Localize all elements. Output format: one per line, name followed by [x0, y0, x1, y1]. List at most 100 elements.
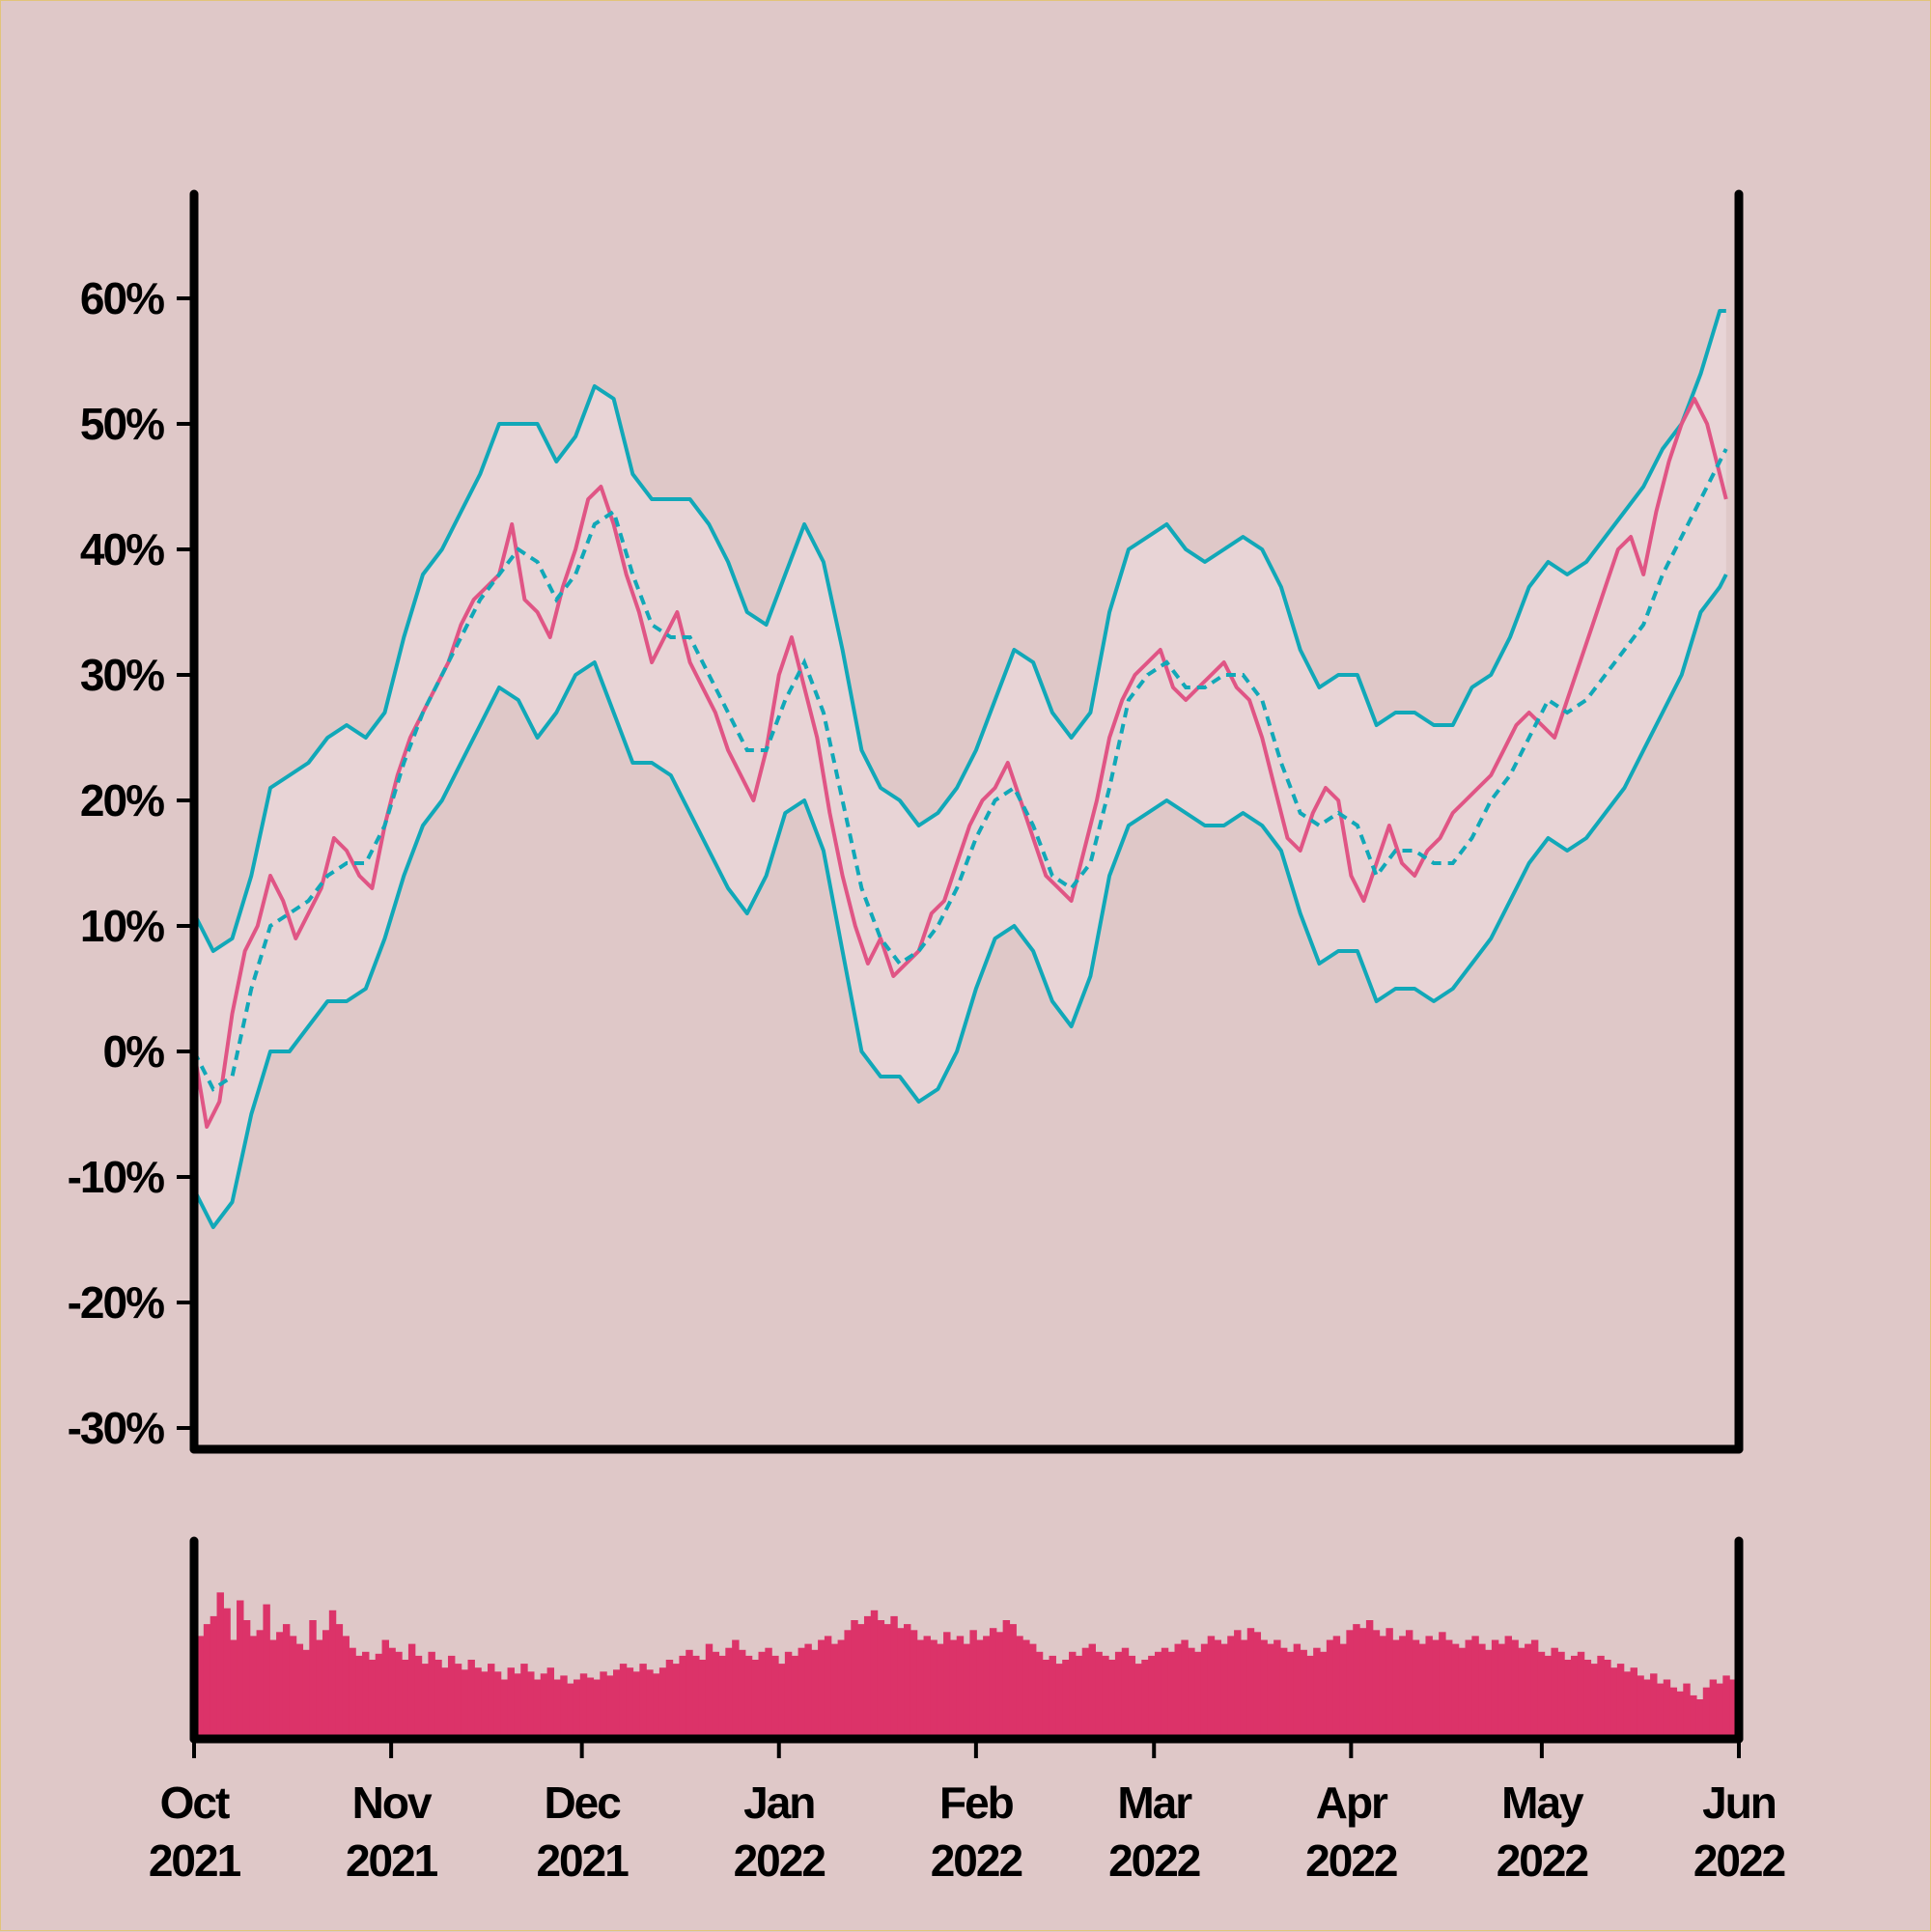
volume-bar	[454, 1664, 462, 1739]
volume-bar	[653, 1673, 660, 1739]
volume-bar	[269, 1639, 277, 1739]
volume-bar	[1346, 1630, 1354, 1740]
volume-bar	[937, 1643, 944, 1739]
volume-bar	[923, 1636, 931, 1739]
volume-bar	[1518, 1647, 1525, 1739]
volume-bar	[1695, 1699, 1704, 1739]
volume-bar	[1623, 1671, 1632, 1739]
volume-bar	[355, 1655, 363, 1739]
volume-bar	[402, 1660, 409, 1739]
volume-bar	[1200, 1643, 1209, 1739]
volume-bar	[302, 1649, 310, 1740]
volume-bar	[1650, 1673, 1658, 1739]
x-tick-year: 2022	[1305, 1835, 1397, 1886]
x-tick-month: Apr	[1316, 1778, 1388, 1828]
volume-bar	[995, 1632, 1004, 1739]
volume-bar	[1418, 1643, 1427, 1739]
volume-bar	[1286, 1651, 1295, 1739]
volume-bar	[1709, 1679, 1718, 1739]
volume-bar	[1339, 1643, 1347, 1739]
volume-bar	[1042, 1660, 1050, 1739]
x-tick-month: Jan	[743, 1778, 814, 1828]
volume-bar	[1009, 1624, 1017, 1739]
volume-bar	[342, 1636, 350, 1739]
volume-bar	[461, 1669, 469, 1740]
y-tick-label: 30%	[80, 650, 164, 700]
volume-bar	[249, 1636, 258, 1739]
volume-bar	[1365, 1620, 1374, 1739]
volume-bar	[507, 1667, 515, 1739]
volume-bar	[1690, 1694, 1697, 1739]
volume-bar	[421, 1664, 430, 1739]
volume-bar	[1551, 1647, 1558, 1739]
volume-bar	[1028, 1643, 1037, 1739]
volume-bar	[1267, 1643, 1274, 1739]
volume-bar	[949, 1639, 958, 1739]
volume-bar	[540, 1673, 548, 1739]
volume-bar	[1332, 1636, 1341, 1739]
volume-bar	[593, 1679, 601, 1739]
volume-bar	[1669, 1687, 1678, 1739]
volume-bar	[1544, 1655, 1553, 1739]
volume-bar	[210, 1615, 218, 1739]
volume-bar	[969, 1630, 977, 1740]
x-tick-month: Dec	[544, 1778, 621, 1828]
x-tick-year: 2022	[734, 1835, 826, 1886]
volume-bar	[672, 1664, 681, 1739]
volume-bar	[824, 1636, 832, 1739]
volume-bar	[857, 1624, 865, 1739]
volume-bar	[1399, 1636, 1407, 1739]
volume-bar	[1630, 1667, 1637, 1739]
volume-bar	[1465, 1639, 1472, 1739]
volume-bar	[203, 1624, 211, 1739]
volume-bar	[930, 1639, 938, 1739]
volume-bar	[223, 1608, 231, 1739]
volume-bar	[1313, 1647, 1321, 1739]
volume-bar	[639, 1664, 647, 1739]
volume-bar	[890, 1615, 898, 1739]
volume-bar	[877, 1620, 885, 1739]
axes	[189, 189, 1744, 1744]
volume-bar	[1604, 1660, 1611, 1739]
volume-bar	[679, 1655, 686, 1739]
volume-bar	[1683, 1683, 1691, 1739]
volume-bar	[441, 1667, 449, 1739]
volume-bar	[1564, 1660, 1572, 1739]
volume-bar	[1293, 1643, 1301, 1739]
volume-bar	[216, 1592, 224, 1739]
volume-bar	[1002, 1620, 1011, 1739]
volume-bar	[1504, 1636, 1512, 1739]
volume-bar	[1353, 1624, 1360, 1739]
volume-bar	[844, 1630, 852, 1740]
volume-bar	[804, 1643, 812, 1739]
volume-bar	[282, 1624, 291, 1739]
volume-bar	[1016, 1636, 1023, 1739]
volume-bar	[322, 1630, 330, 1740]
volume-bar	[1372, 1630, 1381, 1740]
volume-bar	[1583, 1660, 1592, 1739]
volume-bar	[751, 1660, 760, 1739]
volume-bar	[619, 1664, 628, 1739]
x-tick-year: 2022	[1108, 1835, 1200, 1886]
y-tick-label: 60%	[80, 273, 164, 323]
volume-bar	[1676, 1691, 1684, 1739]
volume-bar	[335, 1624, 344, 1739]
volume-bar	[263, 1604, 270, 1739]
volume-bar	[1022, 1639, 1030, 1739]
volume-bar	[514, 1673, 521, 1739]
y-tick-label: 20%	[80, 775, 164, 826]
volume-bar	[1637, 1675, 1644, 1739]
volume-bar	[1121, 1647, 1130, 1739]
volume-bar	[765, 1647, 772, 1739]
volume-bar	[1246, 1628, 1255, 1739]
volume-bar	[1134, 1664, 1142, 1739]
moving-average-line	[192, 448, 1728, 1092]
volume-bar	[488, 1664, 495, 1739]
volume-bar	[1234, 1630, 1242, 1740]
volume-bar	[989, 1628, 997, 1739]
volume-bar	[481, 1671, 489, 1739]
volume-bar	[600, 1671, 607, 1739]
volume-bar	[976, 1639, 984, 1739]
volume-bar	[533, 1679, 542, 1739]
